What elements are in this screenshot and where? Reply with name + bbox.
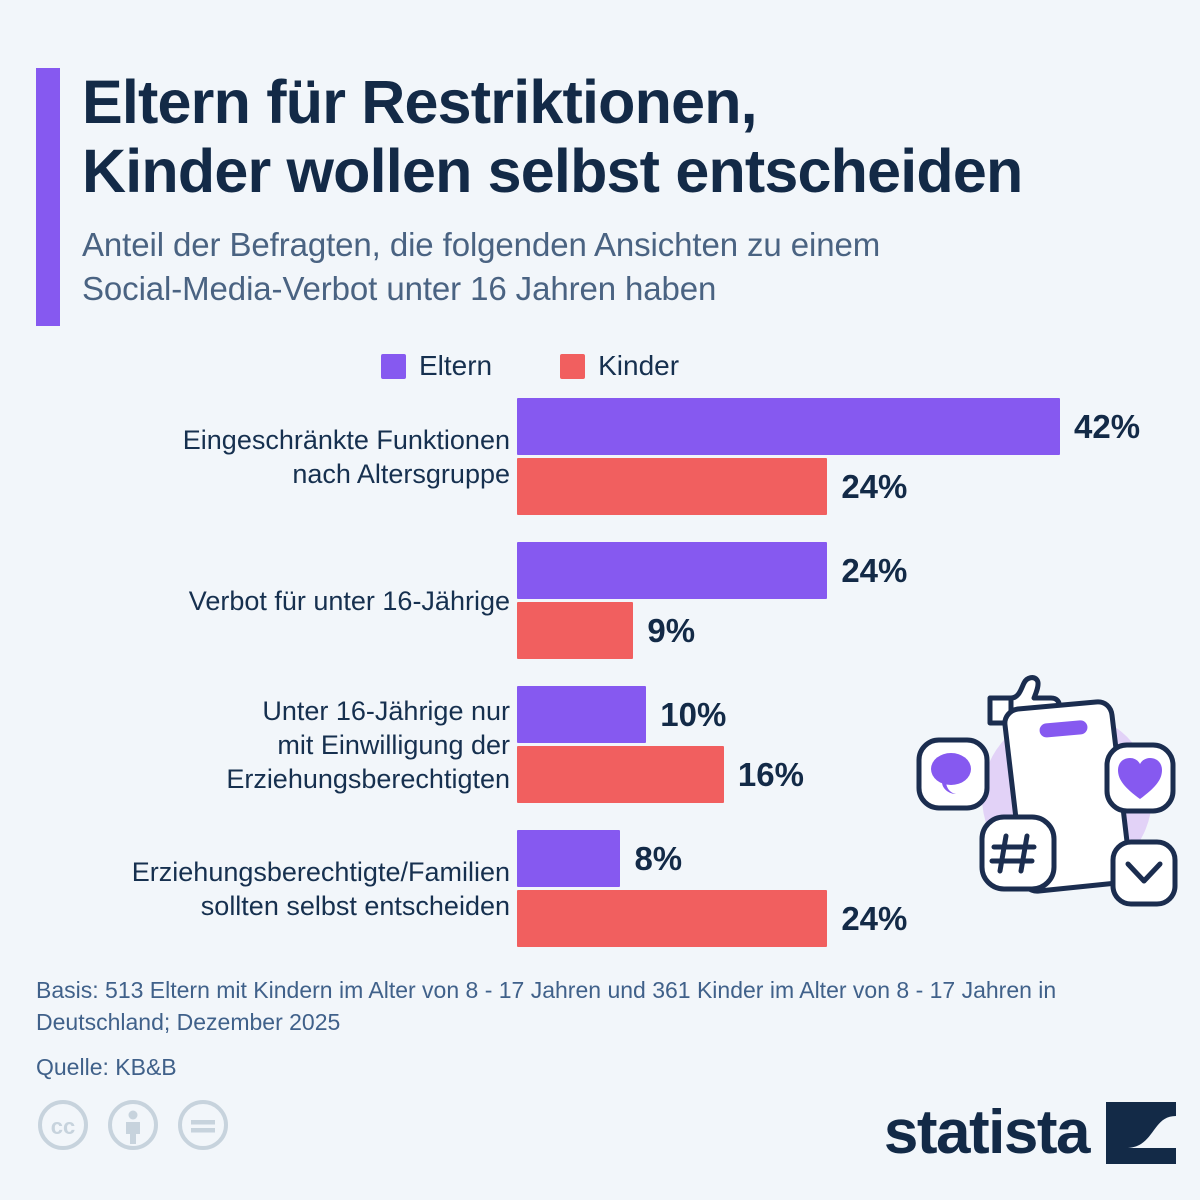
- bar-value-label: 8%: [634, 839, 683, 877]
- chart-group-bars: 42% 24%: [517, 398, 1140, 515]
- bar-eltern: [517, 686, 647, 743]
- no-derivatives-equals-icon[interactable]: [176, 1098, 230, 1152]
- phone-speaker: [1039, 720, 1088, 738]
- chart-group-label: Verbot für unter 16-Jährige: [188, 585, 510, 616]
- bar-row: 9%: [517, 602, 907, 659]
- bar-row: 8%: [517, 830, 907, 887]
- page-subtitle: Anteil der Befragten, die folgenden Ansi…: [82, 225, 881, 308]
- bar-value-label: 10%: [660, 695, 727, 733]
- chart-group-bars: 8% 24%: [517, 830, 907, 947]
- bar-value-label: 9%: [647, 611, 696, 649]
- envelope-chevron-card: [1110, 839, 1178, 907]
- chart-group-label: Eingeschränkte Funktionen nach Altersgru…: [182, 424, 510, 489]
- bar-eltern: [517, 830, 621, 887]
- speech-bubble-icon: [931, 753, 971, 785]
- heart-card: [1104, 742, 1176, 814]
- social-media-phone-illustration: [915, 662, 1185, 937]
- legend-swatch-kinder: [560, 353, 586, 379]
- bar-row: 24%: [517, 542, 907, 599]
- bar-value-label: 16%: [737, 755, 804, 793]
- page-title: Eltern für Restriktionen, Kinder wollen …: [82, 68, 1023, 205]
- hashtag-card: [979, 814, 1057, 892]
- statista-wordmark: statista: [883, 1098, 1091, 1167]
- bar-value-label: 42%: [1074, 407, 1141, 445]
- svg-text:cc: cc: [51, 1114, 75, 1139]
- legend-item-kinder: Kinder: [560, 350, 679, 382]
- bar-row: 42%: [517, 398, 1140, 455]
- chart-group: Erziehungsberechtigte/Familien sollten s…: [0, 830, 1200, 947]
- chart-group: Verbot für unter 16-Jährige 24% 9%: [0, 542, 1200, 659]
- bar-kinder: [517, 602, 634, 659]
- legend-swatch-eltern: [380, 353, 406, 379]
- chart-group-bars: 10% 16%: [517, 686, 804, 803]
- chevron-down-icon: [1125, 861, 1163, 884]
- bar-kinder: [517, 746, 724, 803]
- bar-eltern: [517, 542, 828, 599]
- footer-source: Quelle: KB&B: [36, 1054, 177, 1081]
- statista-mark-icon: [1106, 1102, 1176, 1164]
- chart-group: Eingeschränkte Funktionen nach Altersgru…: [0, 398, 1200, 515]
- bar-kinder: [517, 458, 828, 515]
- bar-row: 10%: [517, 686, 804, 743]
- bar-value-label: 24%: [841, 551, 908, 589]
- bottom-bar: cc statista: [36, 1098, 1176, 1178]
- chart-group: Unter 16-Jährige nur mit Einwilligung de…: [0, 686, 1200, 803]
- heart-icon: [1118, 758, 1162, 799]
- statista-logo: statista: [884, 1102, 1176, 1164]
- chart-group-label: Erziehungsberechtigte/Familien sollten s…: [131, 856, 510, 921]
- header-text: Eltern für Restriktionen, Kinder wollen …: [36, 68, 1176, 311]
- bar-row: 24%: [517, 458, 1140, 515]
- hashtag-icon: [989, 833, 1037, 874]
- legend-label-eltern: Eltern: [418, 350, 493, 381]
- bar-kinder: [517, 890, 828, 947]
- bar-eltern: [517, 398, 1061, 455]
- chart-group-bars: 24% 9%: [517, 542, 907, 659]
- bar-value-label: 24%: [841, 899, 908, 937]
- chart-legend: Eltern Kinder: [0, 350, 1060, 382]
- bar-row: 24%: [517, 890, 907, 947]
- legend-label-kinder: Kinder: [598, 350, 680, 381]
- footer: Basis: 513 Eltern mit Kindern im Alter v…: [36, 975, 1176, 1081]
- creative-commons-icon[interactable]: cc: [36, 1098, 90, 1152]
- attribution-person-icon[interactable]: [106, 1098, 160, 1152]
- bar-row: 16%: [517, 746, 804, 803]
- chart-group-label: Unter 16-Jährige nur mit Einwilligung de…: [226, 695, 510, 794]
- accent-bar: [36, 68, 60, 326]
- license-icons: cc: [36, 1098, 230, 1152]
- speech-bubble-card: [916, 737, 990, 811]
- footer-basis: Basis: 513 Eltern mit Kindern im Alter v…: [36, 977, 1057, 1035]
- bar-value-label: 24%: [841, 467, 908, 505]
- bar-chart: Eingeschränkte Funktionen nach Altersgru…: [0, 398, 1200, 947]
- legend-item-eltern: Eltern: [380, 350, 493, 382]
- header: Eltern für Restriktionen, Kinder wollen …: [36, 68, 1176, 326]
